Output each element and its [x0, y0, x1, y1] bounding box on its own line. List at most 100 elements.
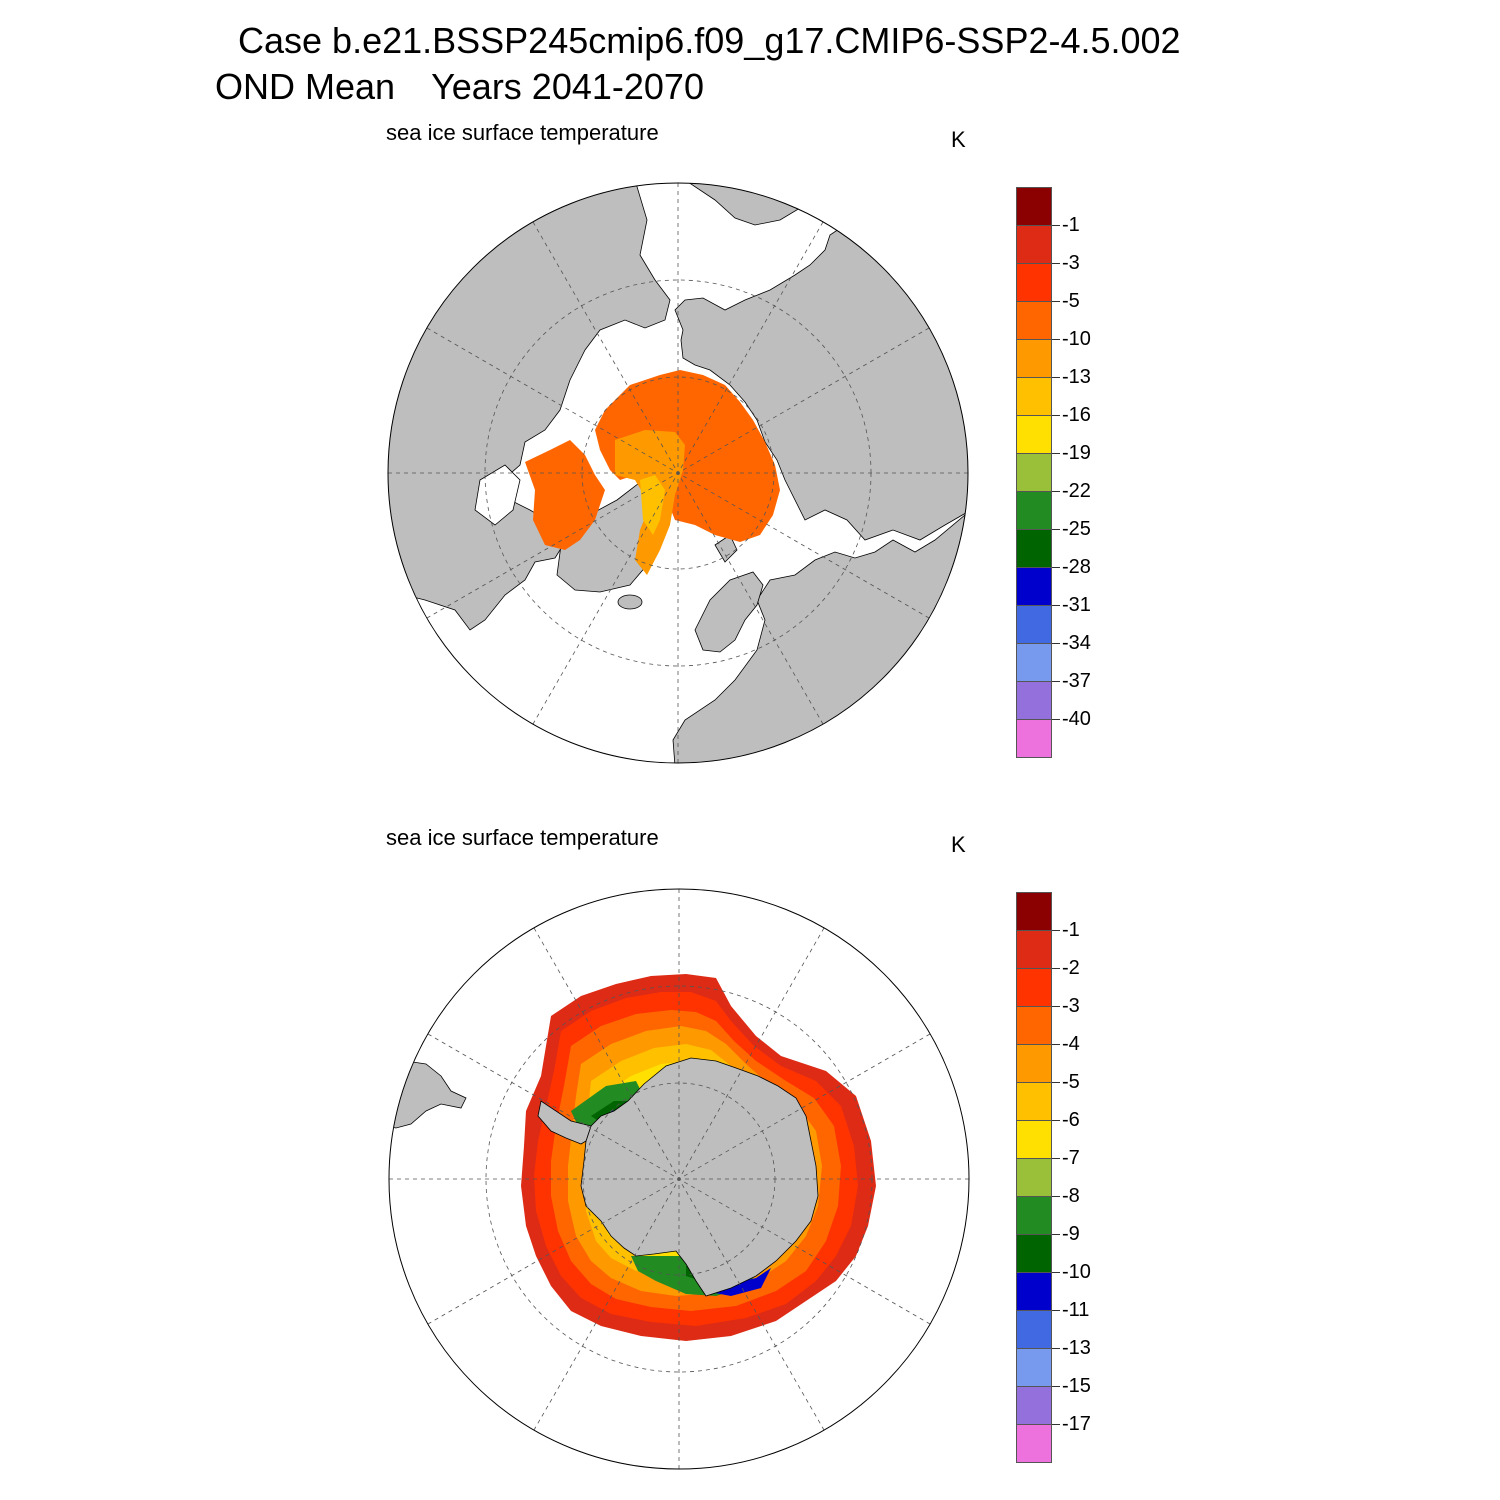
- north-sea-ice-baffin: [525, 440, 605, 550]
- north-panel-subtitle: sea ice surface temperature: [386, 120, 659, 145]
- north-colorbar-swatch: [1016, 643, 1052, 682]
- north-colorbar-label: -25: [1062, 518, 1091, 540]
- south-colorbar-swatch: [1016, 1044, 1052, 1083]
- north-colorbar-label: -5: [1062, 290, 1080, 312]
- south-colorbar-tick: [1052, 1082, 1060, 1083]
- north-colorbar-swatch: [1016, 415, 1052, 454]
- south-colorbar-label: -15: [1062, 1375, 1091, 1397]
- south-colorbar-label: -17: [1062, 1413, 1091, 1435]
- north-land-iceland: [617, 594, 643, 610]
- north-colorbar-tick: [1052, 719, 1060, 720]
- south-colorbar-label: -1: [1062, 919, 1080, 941]
- north-map-border: [387, 182, 969, 764]
- north-colorbar-label: -31: [1062, 594, 1091, 616]
- north-colorbar-swatch: [1016, 605, 1052, 644]
- south-colorbar-label: -6: [1062, 1109, 1080, 1131]
- north-colorbar-label: -19: [1062, 442, 1091, 464]
- south-colorbar-swatch: [1016, 1310, 1052, 1349]
- north-colorbar-tick: [1052, 263, 1060, 264]
- south-colorbar-tick: [1052, 1120, 1060, 1121]
- north-colorbar-label: -22: [1062, 480, 1091, 502]
- south-colorbar-tick: [1052, 1006, 1060, 1007]
- north-colorbar-tick: [1052, 491, 1060, 492]
- south-colorbar-tick: [1052, 1158, 1060, 1159]
- north-colorbar-tick: [1052, 529, 1060, 530]
- south-colorbar-tick: [1052, 1272, 1060, 1273]
- north-colorbar: -1 -3 -5 -10 -13 -16 -19 -22 -25 -28 -31 -34 -37 -40: [1016, 187, 1091, 758]
- north-colorbar-tick: [1052, 681, 1060, 682]
- north-land-north-america: [388, 183, 671, 631]
- north-colorbar-label: -3: [1062, 252, 1080, 274]
- north-sea-ice-coldest: [640, 475, 665, 535]
- north-colorbar-swatch: [1016, 339, 1052, 378]
- north-colorbar-label: -10: [1062, 328, 1091, 350]
- north-colorbar-swatch: [1016, 681, 1052, 720]
- north-colorbar-tick: [1052, 301, 1060, 302]
- south-colorbar-swatch: [1016, 1006, 1052, 1045]
- north-colorbar-tick: [1052, 567, 1060, 568]
- south-colorbar-label: -9: [1062, 1223, 1080, 1245]
- south-colorbar-label: -4: [1062, 1033, 1080, 1055]
- south-colorbar-tick: [1052, 968, 1060, 969]
- south-land-antarctica: [580, 1057, 819, 1297]
- north-colorbar-swatch: [1016, 187, 1052, 226]
- south-colorbar-swatch: [1016, 968, 1052, 1007]
- south-colorbar-swatch: [1016, 892, 1052, 931]
- north-colorbar-label: -28: [1062, 556, 1091, 578]
- north-colorbar-swatch: [1016, 301, 1052, 340]
- north-colorbar-tick: [1052, 605, 1060, 606]
- south-panel-units: K: [951, 832, 966, 857]
- south-colorbar-label: -7: [1062, 1147, 1080, 1169]
- north-colorbar-tick: [1052, 377, 1060, 378]
- north-colorbar-swatch: [1016, 225, 1052, 264]
- south-colorbar-swatch: [1016, 930, 1052, 969]
- south-colorbar-tick: [1052, 1234, 1060, 1235]
- south-colorbar-swatch: [1016, 1120, 1052, 1159]
- north-colorbar-label: -13: [1062, 366, 1091, 388]
- south-colorbar-swatch: [1016, 1196, 1052, 1235]
- north-colorbar-label: -40: [1062, 708, 1091, 730]
- south-colorbar-swatch: [1016, 1386, 1052, 1425]
- south-map-border: [388, 888, 970, 1470]
- north-colorbar-label: -37: [1062, 670, 1091, 692]
- figure-title-years: Years 2041-2070: [431, 66, 704, 107]
- south-colorbar-tick: [1052, 1310, 1060, 1311]
- north-graticule: [388, 183, 968, 763]
- south-colorbar-label: -11: [1062, 1299, 1090, 1321]
- south-colorbar-label: -2: [1062, 957, 1080, 979]
- north-colorbar-label: -34: [1062, 632, 1091, 654]
- south-colorbar-label: -10: [1062, 1261, 1091, 1283]
- north-colorbar-swatch: [1016, 529, 1052, 568]
- north-sea-ice-main: [595, 370, 780, 542]
- north-colorbar-swatch: [1016, 567, 1052, 606]
- north-colorbar-swatch: [1016, 491, 1052, 530]
- south-colorbar: -1 -2 -3 -4 -5 -6 -7 -8 -9 -10 -11 -13 -15 -17: [1016, 892, 1091, 1463]
- south-colorbar-swatch: [1016, 1272, 1052, 1311]
- north-hudson-bay: [474, 464, 521, 526]
- figure-title-season: OND Mean: [215, 66, 396, 107]
- south-graticule: [389, 889, 969, 1469]
- south-colorbar-tick: [1052, 1044, 1060, 1045]
- south-colorbar-tick: [1052, 1386, 1060, 1387]
- north-colorbar-swatch: [1016, 453, 1052, 492]
- south-colorbar-swatch: [1016, 1082, 1052, 1121]
- north-colorbar-tick: [1052, 415, 1060, 416]
- south-polar-map: [388, 888, 970, 1470]
- north-panel-units: K: [951, 127, 966, 152]
- north-colorbar-tick: [1052, 225, 1060, 226]
- south-colorbar-tick: [1052, 930, 1060, 931]
- south-colorbar-swatch: [1016, 1158, 1052, 1197]
- south-colorbar-swatch: [1016, 1234, 1052, 1273]
- north-land-svalbard: [714, 534, 738, 563]
- north-colorbar-swatch: [1016, 377, 1052, 416]
- north-colorbar-swatch: [1016, 263, 1052, 302]
- south-colorbar-tick: [1052, 1348, 1060, 1349]
- south-colorbar-label: -8: [1062, 1185, 1080, 1207]
- north-colorbar-tick: [1052, 339, 1060, 340]
- north-polar-map: [387, 182, 969, 764]
- north-colorbar-label: -1: [1062, 214, 1080, 236]
- south-colorbar-label: -3: [1062, 995, 1080, 1017]
- north-colorbar-tick: [1052, 643, 1060, 644]
- north-colorbar-label: -16: [1062, 404, 1091, 426]
- north-colorbar-tick: [1052, 453, 1060, 454]
